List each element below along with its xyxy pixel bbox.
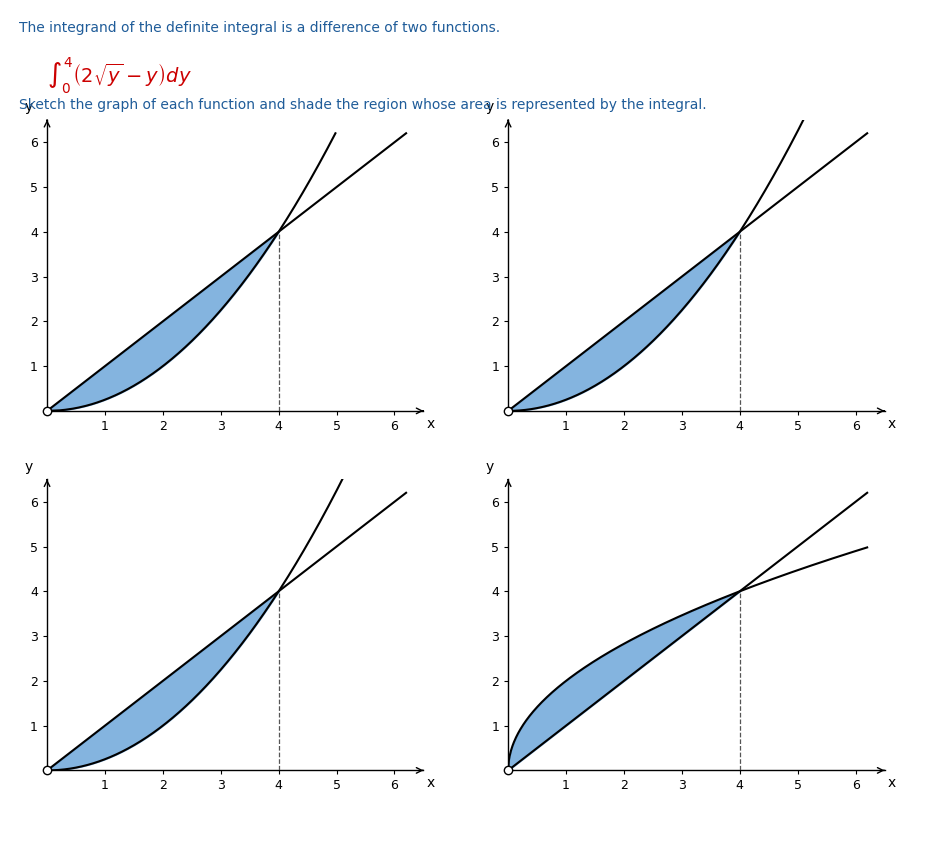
Text: Sketch the graph of each function and shade the region whose area is represented: Sketch the graph of each function and sh… (19, 98, 707, 112)
Y-axis label: y: y (24, 460, 32, 473)
Text: The integrand of the definite integral is a difference of two functions.: The integrand of the definite integral i… (19, 21, 500, 35)
Text: $\int_0^4 \left(2\sqrt{y} - y\right) dy$: $\int_0^4 \left(2\sqrt{y} - y\right) dy$ (47, 56, 192, 96)
X-axis label: x: x (427, 417, 435, 431)
Y-axis label: y: y (486, 100, 493, 114)
X-axis label: x: x (427, 776, 435, 790)
X-axis label: x: x (888, 776, 896, 790)
Y-axis label: y: y (24, 100, 32, 114)
Y-axis label: y: y (486, 460, 493, 473)
X-axis label: x: x (888, 417, 896, 431)
